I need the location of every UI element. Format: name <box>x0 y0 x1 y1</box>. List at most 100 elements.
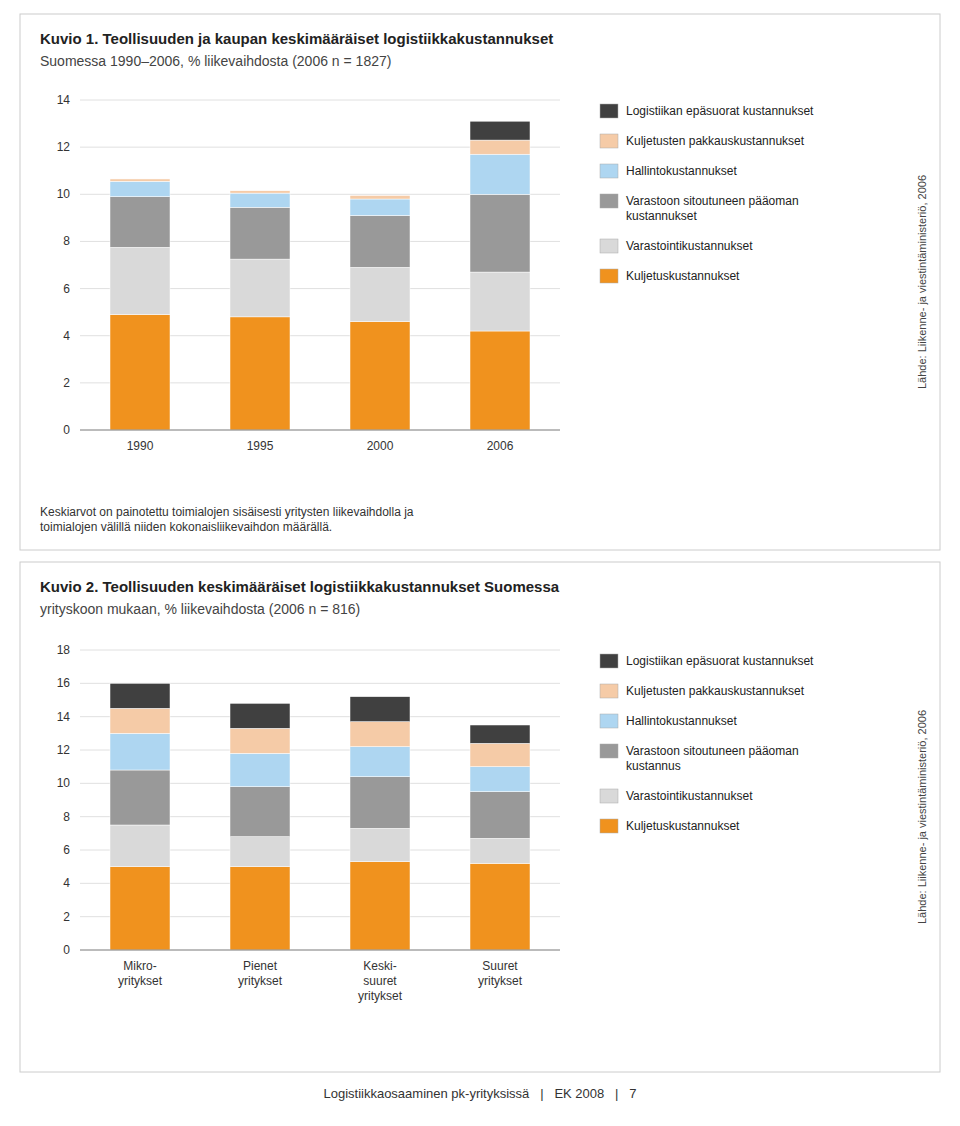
legend-label: Logistiikan epäsuorat kustannukset <box>626 654 814 668</box>
y-tick-label: 14 <box>57 710 71 724</box>
bar-segment <box>470 121 530 140</box>
y-tick-label: 12 <box>57 140 71 154</box>
y-tick-label: 2 <box>63 910 70 924</box>
bar-segment <box>110 247 170 314</box>
legend-swatch <box>600 819 618 833</box>
bar-segment <box>350 697 410 722</box>
bar-segment <box>350 267 410 321</box>
legend-swatch <box>600 194 618 208</box>
y-tick-label: 8 <box>63 810 70 824</box>
bar-segment <box>110 733 170 770</box>
bar-segment <box>470 725 530 743</box>
legend-label: Hallintokustannukset <box>626 164 737 178</box>
bar-segment <box>350 216 410 268</box>
legend-label: Kuljetuskustannukset <box>626 269 740 283</box>
legend-swatch <box>600 164 618 178</box>
bar-segment <box>230 259 290 317</box>
bar-segment <box>230 191 290 193</box>
legend-label: Logistiikan epäsuorat kustannukset <box>626 104 814 118</box>
bar-segment <box>470 792 530 839</box>
bar-segment <box>350 322 410 430</box>
bar-segment <box>230 207 290 259</box>
source: Lähde: Liikenne- ja viestintäministeriö,… <box>916 175 928 389</box>
x-tick-label: Pienetyritykset <box>238 959 283 988</box>
bar-segment <box>470 140 530 154</box>
x-tick-label: Suuretyritykset <box>478 959 523 988</box>
bar-segment <box>350 828 410 861</box>
bar-segment <box>470 194 530 272</box>
chart: Kuvio 1. Teollisuuden ja kaupan keskimää… <box>20 14 940 550</box>
panel <box>20 562 940 1072</box>
page: Kuvio 1. Teollisuuden ja kaupan keskimää… <box>0 0 960 1126</box>
legend-label: Hallintokustannukset <box>626 714 737 728</box>
legend-swatch <box>600 654 618 668</box>
bar-segment <box>350 195 410 199</box>
bar-segment <box>350 777 410 829</box>
bars <box>110 121 530 430</box>
legend: Logistiikan epäsuorat kustannukset Kuljet… <box>600 654 814 833</box>
grid-line <box>80 430 560 431</box>
legend-label: Varastoon sitoutuneen pääomankustannus <box>626 744 799 773</box>
bar-segment <box>110 825 170 867</box>
x-axis: 1990199520002006 <box>80 430 560 453</box>
bar-segment <box>230 753 290 786</box>
bar-segment <box>110 197 170 248</box>
bar-segment <box>350 747 410 777</box>
legend-label: Kuljetusten pakkauskustannukset <box>626 684 805 698</box>
y-tick-label: 14 <box>57 93 71 107</box>
y-tick-label: 0 <box>63 943 70 957</box>
bar-segment <box>470 863 530 950</box>
y-tick-label: 6 <box>63 282 70 296</box>
bar-segment <box>110 179 170 181</box>
bar-segment <box>110 770 170 825</box>
y-tick-label: 4 <box>63 329 70 343</box>
bar-segment <box>470 331 530 430</box>
y-tick-label: 2 <box>63 376 70 390</box>
subtitle: Suomessa 1990–2006, % liikevaihdosta (20… <box>40 53 391 69</box>
legend-swatch <box>600 269 618 283</box>
bar-segment <box>350 195 410 196</box>
bar-segment <box>470 154 530 194</box>
footnote: Keskiarvot on painotettu toimialojen sis… <box>40 505 414 534</box>
bar-segment <box>230 703 290 728</box>
x-tick-label: 1995 <box>247 439 274 453</box>
legend-swatch <box>600 714 618 728</box>
subtitle: yrityskoon mukaan, % liikevaihdosta (200… <box>40 601 360 617</box>
y-tick-label: 10 <box>57 776 71 790</box>
bar-segment <box>110 315 170 431</box>
legend-swatch <box>600 789 618 803</box>
title: Kuvio 1. Teollisuuden ja kaupan keskimää… <box>40 30 553 47</box>
bar-segment <box>230 728 290 753</box>
legend-label: Kuljetuskustannukset <box>626 819 740 833</box>
y-axis: 02468101214 <box>57 93 560 437</box>
legend-swatch <box>600 104 618 118</box>
x-tick-label: 1990 <box>127 439 154 453</box>
x-tick-label: 2000 <box>367 439 394 453</box>
x-tick-label: Keski-suuretyritykset <box>358 959 403 1003</box>
grid-line <box>80 100 560 101</box>
y-tick-label: 6 <box>63 843 70 857</box>
bar-segment <box>110 178 170 179</box>
bar-segment <box>110 708 170 733</box>
panel <box>20 14 940 550</box>
x-axis: Mikro-yrityksetPienetyrityksetKeski-suur… <box>80 950 560 1003</box>
legend: Logistiikan epäsuorat kustannukset Kuljet… <box>600 104 814 283</box>
bar-segment <box>230 867 290 950</box>
bar-segment <box>470 838 530 863</box>
legend-swatch <box>600 239 618 253</box>
bar-segment <box>470 272 530 331</box>
legend-swatch <box>600 744 618 758</box>
y-tick-label: 0 <box>63 423 70 437</box>
y-tick-label: 8 <box>63 234 70 248</box>
y-axis: 024681012141618 <box>57 643 560 957</box>
legend-label: Kuljetusten pakkauskustannukset <box>626 134 805 148</box>
bar-segment <box>230 787 290 837</box>
legend-swatch <box>600 684 618 698</box>
bar-segment <box>350 199 410 216</box>
x-axis-line <box>80 950 560 951</box>
bar-segment <box>110 181 170 196</box>
title: Kuvio 2. Teollisuuden keskimääräiset log… <box>40 578 560 595</box>
y-tick-label: 12 <box>57 743 71 757</box>
bar-segment <box>230 317 290 430</box>
y-tick-label: 4 <box>63 876 70 890</box>
